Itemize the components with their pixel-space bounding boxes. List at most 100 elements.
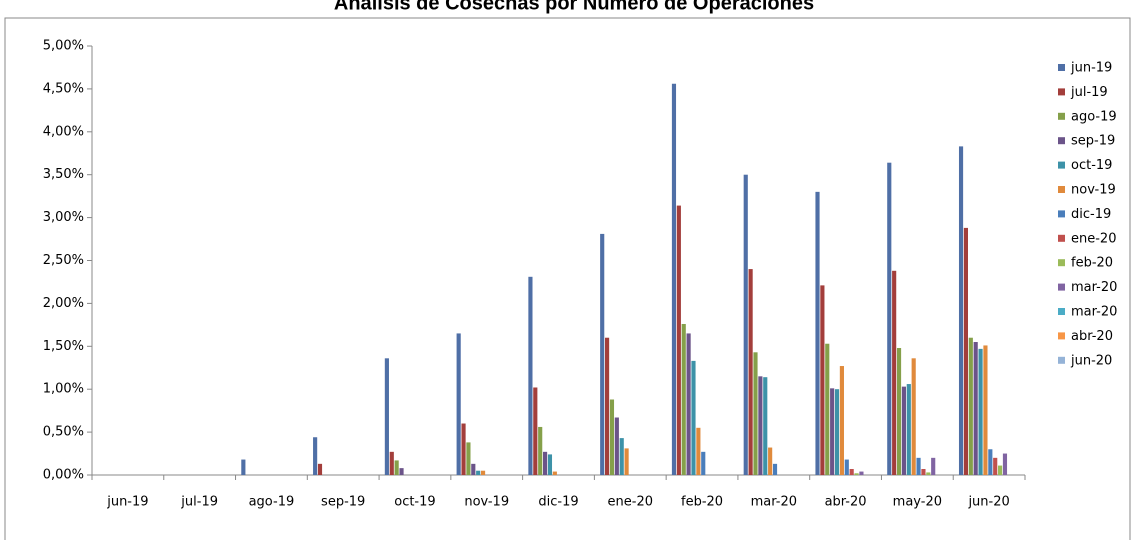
bar [978, 348, 983, 475]
bar [906, 384, 911, 475]
bar [552, 471, 557, 475]
bar [743, 174, 748, 475]
legend-label: ene-20 [1071, 231, 1116, 246]
bar [830, 388, 835, 475]
legend-label: nov-19 [1071, 183, 1116, 198]
legend-label: feb-20 [1071, 256, 1113, 271]
legend-swatch [1058, 137, 1065, 145]
bar [614, 417, 619, 475]
x-tick-label: oct-19 [394, 495, 435, 510]
bar [542, 451, 548, 475]
bar [748, 269, 753, 475]
bar [456, 333, 461, 475]
bar [466, 442, 471, 475]
bar [896, 348, 902, 475]
y-tick-label: 4,00% [43, 124, 84, 139]
bar [480, 470, 486, 475]
bar [547, 454, 553, 475]
x-tick-label: dic-19 [538, 495, 578, 510]
bar [1002, 453, 1008, 475]
bar [600, 233, 605, 475]
y-tick-label: 2,00% [43, 296, 84, 311]
bar [844, 459, 849, 475]
bar [476, 470, 481, 475]
bar [973, 342, 978, 475]
bar [911, 358, 916, 475]
bar [839, 366, 844, 475]
legend-label: jun-20 [1070, 353, 1112, 368]
y-tick-label: 0,50% [43, 425, 84, 440]
x-tick-label: ago-19 [249, 495, 295, 510]
bar [676, 205, 681, 475]
bar [926, 472, 931, 475]
y-tick-label: 1,00% [43, 382, 84, 397]
bar [815, 191, 820, 476]
bar [471, 463, 476, 475]
bar [605, 337, 610, 475]
bar [317, 463, 323, 475]
legend-label: ago-19 [1071, 109, 1117, 124]
bar [854, 473, 859, 475]
legend-label: dic-19 [1071, 207, 1111, 222]
legend-label: mar-20 [1071, 280, 1117, 295]
legend-label: jul-19 [1070, 85, 1108, 100]
bar [681, 323, 686, 475]
bar [538, 426, 543, 475]
x-tick-label: sep-19 [321, 495, 365, 510]
x-tick-label: jun-20 [967, 495, 1009, 510]
bar [993, 457, 998, 475]
bar [772, 463, 778, 475]
chart-title: Análisis de Cosechas por Número de Opera… [334, 0, 814, 14]
bar [389, 451, 394, 475]
bar [859, 471, 864, 475]
x-tick-label: feb-20 [681, 495, 723, 510]
y-tick-label: 0,00% [43, 468, 84, 483]
bar [901, 386, 906, 475]
chart-frame [4, 17, 1131, 540]
legend-swatch [1058, 234, 1065, 242]
y-tick-label: 4,50% [43, 81, 84, 96]
legend-swatch [1058, 161, 1065, 169]
legend-swatch [1058, 64, 1065, 71]
bar [988, 449, 993, 475]
bar [533, 387, 538, 475]
bar [528, 276, 533, 475]
legend-swatch [1058, 112, 1065, 120]
bar [763, 377, 768, 475]
y-tick-label: 2,50% [43, 253, 84, 268]
legend-swatch [1058, 356, 1065, 364]
bar [820, 285, 825, 475]
legend-swatch [1058, 332, 1065, 340]
bar [619, 438, 624, 475]
y-tick-label: 5,00% [43, 39, 84, 54]
bar [241, 459, 246, 475]
bar [461, 423, 466, 475]
bar [624, 448, 629, 475]
bar [983, 345, 988, 475]
legend-swatch [1058, 259, 1065, 267]
bar [849, 468, 854, 475]
x-tick-label: abr-20 [825, 495, 867, 510]
legend-label: oct-19 [1071, 158, 1112, 173]
y-tick-label: 1,50% [43, 339, 84, 354]
bar [768, 447, 773, 475]
bar [998, 465, 1003, 475]
bar [691, 360, 696, 475]
bar [963, 227, 969, 475]
legend-swatch [1058, 210, 1065, 218]
x-tick-label: ene-20 [608, 495, 653, 510]
bar [892, 270, 897, 475]
bar [758, 376, 763, 475]
bar [394, 460, 399, 475]
x-tick-label: nov-19 [464, 495, 509, 510]
legend-swatch [1058, 308, 1065, 315]
bar [825, 343, 830, 475]
bar [671, 83, 677, 475]
bar [313, 437, 318, 475]
bar [753, 352, 758, 475]
y-tick-label: 3,00% [43, 210, 84, 225]
legend-swatch [1058, 88, 1065, 96]
bar [968, 337, 973, 475]
bar [887, 162, 892, 476]
